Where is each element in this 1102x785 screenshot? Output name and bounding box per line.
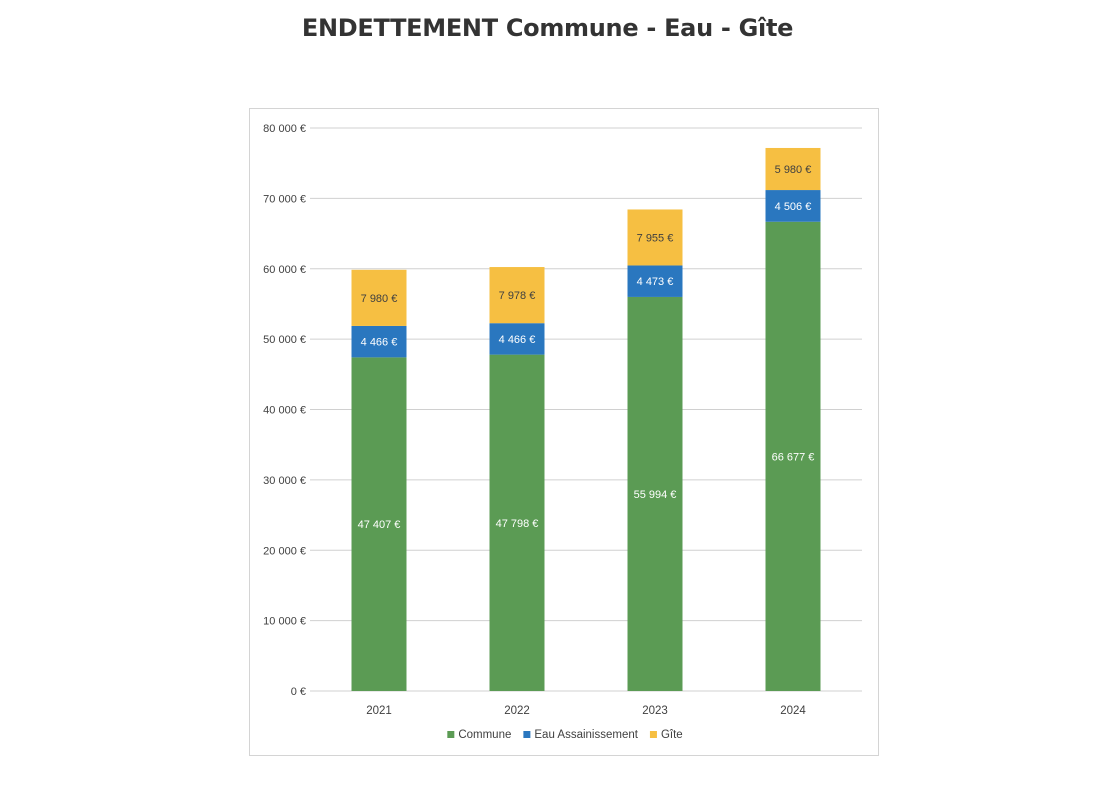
- data-label: 4 466 €: [499, 334, 536, 346]
- data-label: 7 955 €: [637, 232, 674, 244]
- y-tick-label: 30 000 €: [263, 475, 306, 487]
- bar-segment-commune: [489, 354, 545, 691]
- y-tick-label: 60 000 €: [263, 264, 306, 276]
- chart-area: 0 € 10 000 € 20 000 € 30 000 € 40 000 € 50 00…: [249, 108, 879, 756]
- x-category-label: 2022: [504, 705, 530, 717]
- bar-segment-gîte: [351, 269, 407, 326]
- data-label: 7 978 €: [499, 290, 536, 302]
- data-label: 4 506 €: [775, 201, 812, 213]
- y-tick-label: 20 000 €: [263, 545, 306, 557]
- data-label: 4 473 €: [637, 276, 674, 288]
- y-tick-label: 80 000 €: [263, 123, 306, 135]
- y-tick-label: 0 €: [291, 686, 306, 698]
- data-label: 66 677 €: [772, 451, 815, 463]
- legend-swatch: [523, 731, 531, 738]
- legend-swatch: [649, 731, 657, 738]
- legend-item: Eau Assainissement: [523, 729, 639, 741]
- x-category-label: 2024: [780, 705, 806, 717]
- x-axis-categories: 2021 2022 2023 2024: [366, 705, 806, 717]
- y-tick-label: 50 000 €: [263, 334, 306, 346]
- bars: [351, 147, 821, 691]
- legend: Commune Eau Assainissement Gîte: [447, 729, 683, 741]
- stacked-bar-chart: 0 € 10 000 € 20 000 € 30 000 € 40 000 € 50 00…: [263, 123, 862, 741]
- legend-item: Commune: [447, 729, 511, 741]
- x-category-label: 2021: [366, 705, 392, 717]
- bar-segment-eau-assainissement: [627, 265, 683, 297]
- bar-segment-eau-assainissement: [765, 190, 821, 222]
- data-label: 47 407 €: [358, 519, 401, 531]
- legend-label: Eau Assainissement: [534, 729, 638, 741]
- legend-item: Gîte: [649, 729, 683, 741]
- bar-segment-commune: [627, 296, 683, 691]
- bar-segment-gîte: [765, 147, 821, 191]
- data-label: 7 980 €: [361, 293, 398, 305]
- y-tick-label: 70 000 €: [263, 193, 306, 205]
- y-tick-label: 10 000 €: [263, 616, 306, 628]
- bar-segment-eau-assainissement: [351, 325, 407, 358]
- data-labels: 47 407 € 4 466 € 7 980 € 47 798 € 4 466 € 7 9…: [358, 164, 815, 531]
- legend-label: Commune: [458, 729, 511, 741]
- bar-segment-gîte: [627, 209, 683, 266]
- bar-segment-commune: [351, 357, 407, 691]
- bar-segment-eau-assainissement: [489, 323, 545, 355]
- data-label: 4 466 €: [361, 337, 398, 349]
- data-label: 5 980 €: [775, 164, 812, 176]
- chart-title: ENDETTEMENT Commune - Eau - Gîte: [301, 14, 794, 42]
- legend-label: Gîte: [661, 729, 683, 741]
- y-tick-label: 40 000 €: [263, 405, 306, 417]
- bar-segment-gîte: [489, 267, 545, 324]
- data-label: 55 994 €: [634, 489, 677, 501]
- legend-swatch: [447, 731, 455, 738]
- bar-segment-commune: [765, 221, 821, 691]
- x-category-label: 2023: [642, 705, 668, 717]
- data-label: 47 798 €: [496, 518, 539, 530]
- y-axis-ticks: 0 € 10 000 € 20 000 € 30 000 € 40 000 € 50 00…: [263, 123, 306, 698]
